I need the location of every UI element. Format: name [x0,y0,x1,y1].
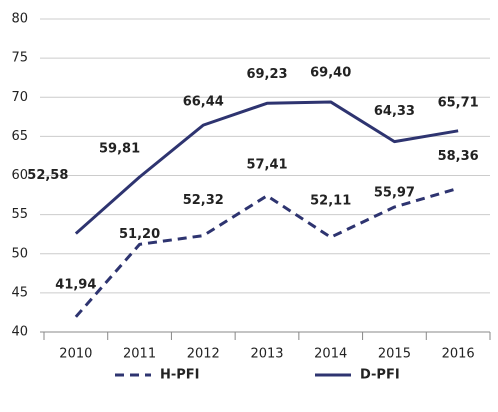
data-label: 41,94 [55,277,96,292]
data-label: 59,81 [99,141,140,156]
y-tick-label: 65 [11,129,28,144]
y-tick-label: 75 [11,51,28,66]
data-label: 51,20 [119,227,160,242]
x-tick-label: 2011 [123,347,156,362]
x-tick-label: 2016 [442,347,475,362]
y-tick-label: 45 [11,285,28,300]
x-tick-label: 2012 [187,347,220,362]
x-tick-label: 2010 [59,347,92,362]
y-tick-label: 40 [11,325,28,340]
line-series [74,100,459,235]
data-label: 57,41 [246,157,287,172]
x-tick-label: 2014 [314,347,347,362]
data-label: 64,33 [374,104,415,119]
x-tick-label: 2015 [378,347,411,362]
data-label: 52,32 [183,193,224,208]
data-label: 65,71 [438,95,479,110]
data-label: 69,40 [310,65,351,80]
x-tick-label: 2013 [250,347,283,362]
data-label: 52,58 [27,168,68,183]
data-label: 58,36 [438,149,479,164]
data-label: 55,97 [374,186,415,201]
data-label: 69,23 [246,67,287,82]
y-tick-label: 70 [11,90,28,105]
legend-label: H-PFI [160,368,200,383]
y-tick-label: 60 [11,168,28,183]
data-label: 66,44 [183,95,224,110]
data-label: 52,11 [310,194,351,209]
line-series [74,186,459,318]
y-tick-label: 50 [11,246,28,261]
y-tick-label: 80 [11,12,28,27]
y-tick-label: 55 [11,207,28,222]
legend-label: D-PFI [360,368,400,383]
